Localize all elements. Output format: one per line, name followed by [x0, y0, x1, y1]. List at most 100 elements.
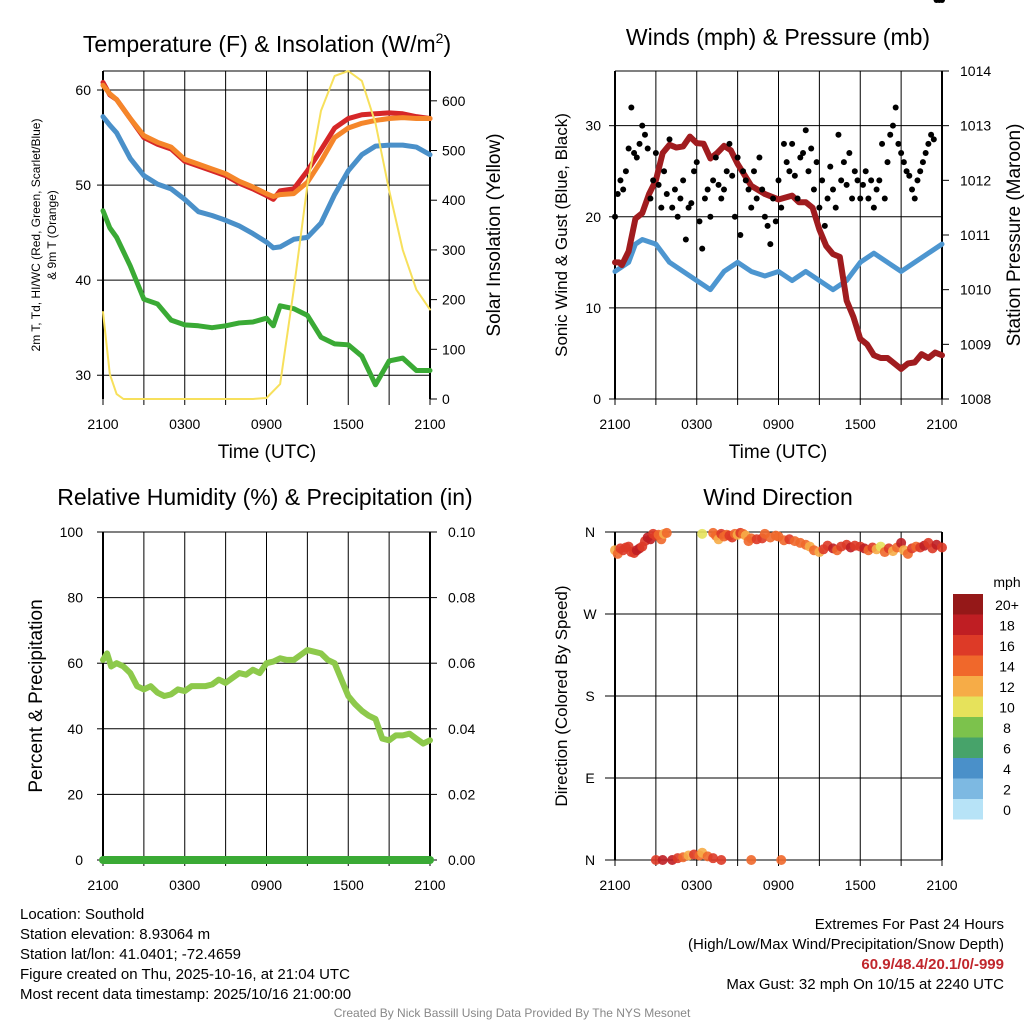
gust-point: [655, 181, 662, 188]
wdir-point: [661, 527, 672, 538]
gust-point: [666, 136, 673, 143]
gust-point: [914, 177, 921, 184]
gust-point: [661, 168, 668, 175]
colorbar-swatch: [953, 696, 983, 717]
rh-ytick-label: 0: [75, 852, 83, 868]
wdir-xtick-label: 2100: [926, 877, 957, 893]
colorbar-swatch: [953, 778, 983, 799]
gust-point: [802, 127, 809, 134]
gust-point: [718, 195, 725, 202]
gust-point: [671, 186, 678, 193]
gust-point: [650, 177, 657, 184]
gust-point: [641, 131, 648, 138]
gust-point: [919, 159, 926, 166]
colorbar-swatch: [953, 758, 983, 779]
wdir-xtick-label: 2100: [599, 877, 630, 893]
colorbar-label: 0: [1003, 802, 1011, 818]
wdir-point: [716, 855, 727, 865]
rh-xtick-label: 2100: [87, 877, 118, 893]
temp-ytick-label: 30: [75, 367, 91, 383]
winds-y2tick-label: 1014: [960, 63, 991, 79]
rh-y2tick-label: 0.02: [448, 786, 475, 802]
rh-y2tick-label: 0.06: [448, 655, 475, 671]
temp-ytick-label: 40: [75, 272, 91, 288]
temp-ylabel-2: & 9m T (Orange): [45, 190, 59, 280]
colorbar-label: 4: [1003, 761, 1011, 777]
winds-ytick-label: 30: [585, 118, 601, 134]
gust-point: [824, 195, 831, 202]
colorbar-swatch: [953, 635, 983, 656]
colorbar-label: 10: [999, 700, 1015, 716]
gust-point: [764, 222, 771, 229]
gust-point: [633, 154, 640, 161]
winds-xtick-label: 0300: [681, 416, 712, 432]
temp-y2tick-label: 100: [442, 341, 466, 357]
wdir-xtick-label: 0300: [681, 877, 712, 893]
rh-ytick-label: 40: [67, 721, 83, 737]
extremes-values: 60.9/48.4/20.1/0/-999: [861, 956, 1004, 973]
wdir-ytick-label: S: [585, 688, 594, 704]
colorbar-swatch: [953, 799, 983, 820]
gust-point: [726, 140, 733, 147]
gust-point: [688, 200, 695, 207]
gust-point: [652, 150, 659, 156]
rh-ytick-label: 20: [67, 786, 83, 802]
colorbar-title: mph: [993, 574, 1020, 590]
gust-point: [745, 186, 752, 193]
rh-xtick-label: 0300: [169, 877, 200, 893]
gust-point: [930, 136, 937, 143]
gust-point: [622, 168, 629, 175]
gust-point: [625, 145, 632, 152]
colorbar-label: 16: [999, 638, 1015, 654]
gust-point: [710, 177, 717, 184]
station-info: Location: Southold Station elevation: 8.…: [20, 905, 351, 1005]
gust-point: [808, 145, 815, 152]
gust-point: [707, 213, 714, 220]
winds-y2tick-label: 1013: [960, 118, 991, 134]
gust-point: [892, 104, 899, 111]
extremes-panel: Extremes For Past 24 Hours (High/Low/Max…: [688, 915, 1004, 995]
gust-point: [889, 122, 896, 129]
temp-ylabel-1: 2m T, Td, HI/WC (Red, Green, Scarlet/Blu…: [29, 119, 43, 352]
gust-point: [862, 168, 869, 175]
colorbar-label: 6: [1003, 741, 1011, 757]
gust-point: [859, 181, 866, 188]
gust-point: [879, 140, 886, 147]
rh-xtick-label: 1500: [333, 877, 364, 893]
gust-point: [911, 195, 918, 202]
gust-point: [759, 186, 766, 193]
rh-y2tick-label: 0.08: [448, 590, 475, 606]
gust-point: [636, 140, 643, 147]
gust-point: [704, 186, 711, 193]
created-text: Figure created on Thu, 2025-10-16, at 21…: [20, 966, 350, 983]
gust-point: [794, 195, 801, 202]
gust-point: [729, 172, 736, 179]
temp-ytick-label: 50: [75, 177, 91, 193]
temp-y2tick-label: 200: [442, 292, 466, 308]
winds-xtick-label: 2100: [599, 416, 630, 432]
gust-point: [865, 195, 872, 202]
gust-point: [682, 236, 689, 243]
gust-point: [876, 177, 883, 184]
rh-series-0: [100, 647, 433, 747]
gust-point: [898, 150, 905, 156]
max-gust-text: Max Gust: 32 mph On 10/15 at 2240 UTC: [726, 976, 1004, 993]
credit-text: Created By Nick Bassill Using Data Provi…: [333, 1006, 691, 1020]
temp-y2tick-label: 300: [442, 242, 466, 258]
wdir-ytick-label: N: [585, 852, 595, 868]
rh-y2tick-label: 0.04: [448, 721, 475, 737]
gust-point: [614, 191, 621, 197]
rh-ytick-label: 60: [67, 655, 83, 671]
extremes-title: Extremes For Past 24 Hours: [814, 916, 1004, 933]
wdir-ytick-label: N: [585, 524, 595, 540]
gust-point: [789, 140, 796, 147]
gust-point: [772, 218, 779, 225]
temp-y2tick-label: 600: [442, 93, 466, 109]
temp-xtick-label: 0900: [251, 416, 282, 432]
gust-point: [873, 186, 880, 193]
wdir-point: [697, 528, 708, 539]
winds-title: Winds (mph) & Pressure (mb): [626, 24, 930, 50]
gust-point: [620, 186, 627, 193]
gust-point: [770, 195, 777, 202]
gust-point: [832, 204, 839, 211]
